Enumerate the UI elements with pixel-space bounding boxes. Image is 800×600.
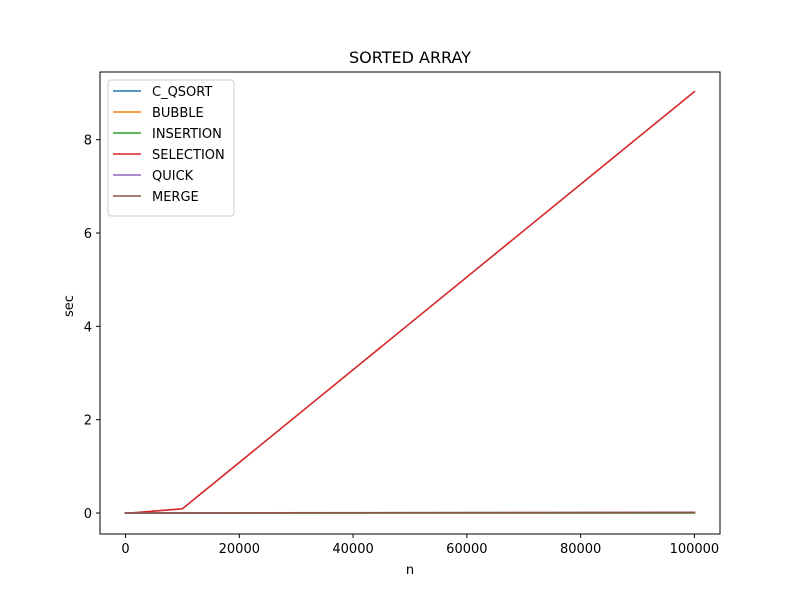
x-tick-label: 40000 bbox=[332, 542, 373, 557]
axes-frame bbox=[99, 71, 721, 535]
y-tick-label: 2 bbox=[84, 414, 92, 429]
y-axis-label: sec bbox=[62, 295, 77, 317]
plot-area: 0 20000 40000 60000 80000 100000 0 2 4 6 8 C_QSORT B… bbox=[84, 71, 721, 557]
x-tick-label: 20000 bbox=[219, 542, 260, 557]
legend-label-bubble: BUBBLE bbox=[152, 106, 204, 121]
legend-label-quick: QUICK bbox=[152, 169, 194, 184]
y-tick-label: 8 bbox=[84, 134, 92, 149]
series-line-merge bbox=[124, 511, 696, 514]
legend-label-merge: MERGE bbox=[152, 190, 199, 205]
y-tick-label: 4 bbox=[84, 320, 92, 335]
legend-label-selection: SELECTION bbox=[152, 148, 225, 163]
legend-label-c-qsort: C_QSORT bbox=[152, 85, 212, 100]
y-tick-label: 0 bbox=[84, 507, 92, 522]
x-tick-label: 60000 bbox=[446, 542, 487, 557]
x-tick-label: 100000 bbox=[670, 542, 720, 557]
x-tick-label: 80000 bbox=[560, 542, 601, 557]
legend-label-insertion: INSERTION bbox=[152, 127, 222, 142]
x-axis-label: n bbox=[406, 563, 414, 578]
legend-box bbox=[107, 79, 235, 217]
x-tick-label: 0 bbox=[121, 542, 129, 557]
y-tick-label: 6 bbox=[84, 227, 92, 242]
chart-title: SORTED ARRAY bbox=[349, 48, 471, 67]
